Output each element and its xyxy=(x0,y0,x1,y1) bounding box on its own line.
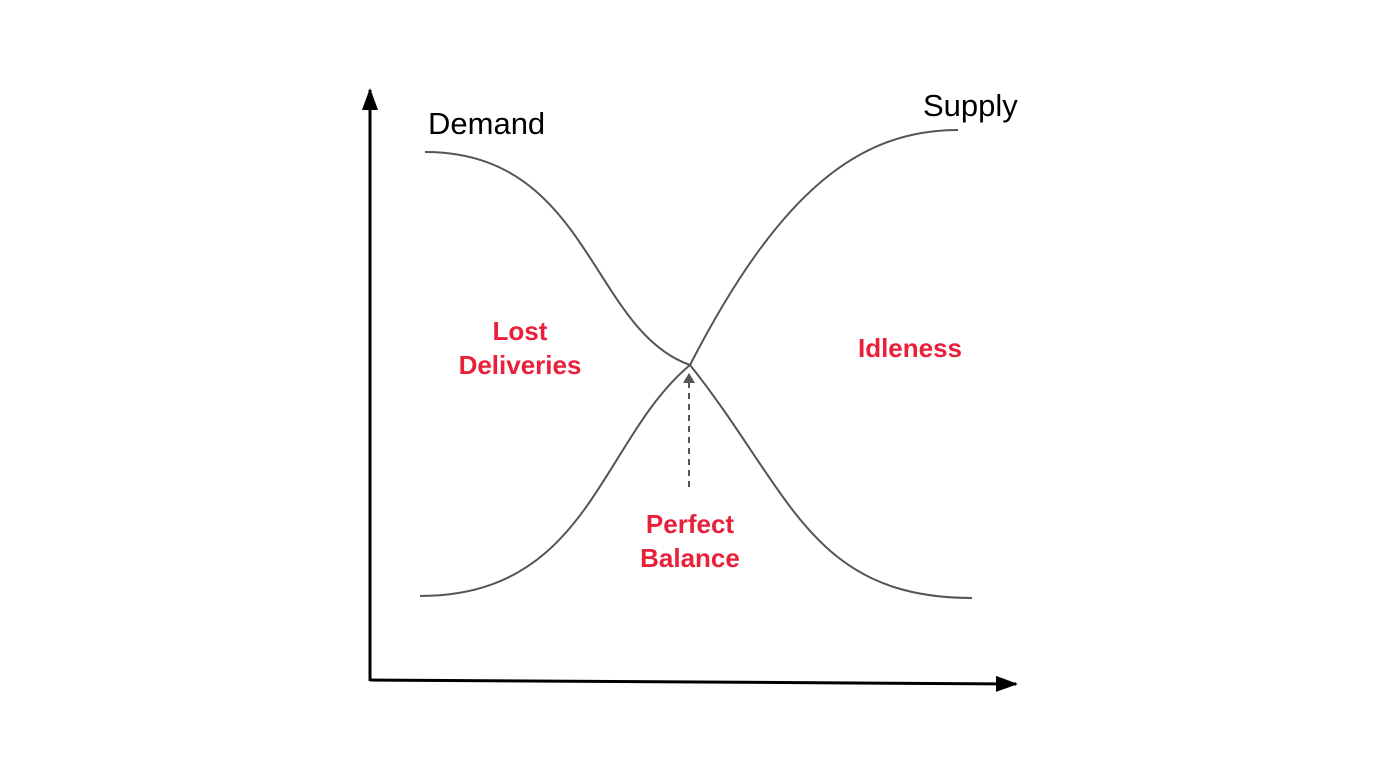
demand-label: Demand xyxy=(428,106,545,141)
supply-label: Supply xyxy=(923,88,1018,123)
deliveries-label: Deliveries xyxy=(459,350,582,380)
balance-label: Balance xyxy=(640,543,740,573)
idleness-label: Idleness xyxy=(858,333,962,363)
lost-label: Lost xyxy=(493,316,548,346)
perfect-label: Perfect xyxy=(646,509,734,539)
x-axis xyxy=(369,675,1018,692)
supply-curve xyxy=(419,129,959,597)
